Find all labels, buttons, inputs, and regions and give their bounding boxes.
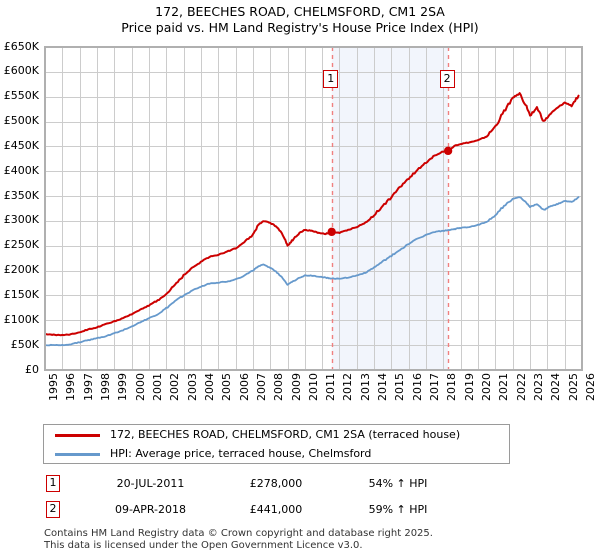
x-axis-tick-label: 2002: [168, 373, 182, 401]
x-axis-tick-label: 2009: [289, 373, 303, 401]
y-axis-tick-label: £150K: [3, 287, 39, 301]
x-axis-tick-label: 1999: [116, 373, 130, 401]
x-axis-tick-label: 2012: [341, 373, 355, 401]
y-axis-tick-label: £0: [25, 362, 39, 376]
y-axis-tick-label: £600K: [3, 64, 39, 78]
transaction-price: £441,000: [249, 503, 303, 516]
footer-attribution: Contains HM Land Registry data © Crown c…: [44, 528, 564, 552]
x-axis-tick-label: 2020: [480, 373, 494, 401]
legend-item-hpi: HPI: Average price, terraced house, Chel…: [44, 444, 509, 464]
x-axis-tick-label: 2006: [237, 373, 251, 401]
series-line-hpi: [45, 196, 580, 347]
table-row[interactable]: 2 09-APR-2018 £441,000 59% ↑ HPI: [43, 498, 513, 524]
y-axis-tick-label: £50K: [10, 337, 39, 351]
highlight-band: [331, 47, 449, 370]
y-axis-tick-label: £250K: [3, 238, 39, 252]
x-axis-tick-label: 2004: [202, 373, 216, 401]
y-axis-tick-label: £300K: [3, 213, 39, 227]
x-axis-tick-label: 1995: [47, 373, 60, 401]
x-axis-tick-label: 1997: [81, 373, 95, 401]
x-axis-tick-label: 2014: [376, 373, 390, 401]
x-axis-tick-label: 2025: [566, 373, 580, 401]
chart-event-marker-badge[interactable]: 1: [323, 70, 339, 88]
page-title-subtitle: Price paid vs. HM Land Registry's House …: [121, 20, 479, 35]
table-row[interactable]: 1 20-JUL-2011 £278,000 54% ↑ HPI: [43, 472, 513, 498]
y-axis-tick-label: £450K: [3, 138, 39, 152]
legend-color-swatch-price-paid: [55, 434, 100, 437]
x-axis-tick-label: 2015: [393, 373, 407, 401]
y-axis-tick-label: £100K: [3, 312, 39, 326]
transaction-hpi-delta: 54% ↑ HPI: [368, 477, 428, 490]
x-axis-tick-label: 2021: [497, 373, 511, 401]
x-axis-tick-label: 2022: [514, 373, 528, 401]
transaction-price: £278,000: [249, 477, 303, 490]
x-axis-tick-label: 2026: [584, 373, 597, 401]
legend-item-price-paid: 172, BEECHES ROAD, CHELMSFORD, CM1 2SA (…: [44, 425, 509, 445]
y-axis-tick-label: £400K: [3, 163, 39, 177]
legend-color-swatch-hpi: [55, 453, 100, 456]
x-axis-tick-label: 2008: [272, 373, 286, 401]
transaction-date: 09-APR-2018: [114, 503, 187, 516]
x-axis-tick-label: 2013: [358, 373, 372, 401]
y-axis-tick-label: £350K: [3, 188, 39, 202]
transactions-table: 1 20-JUL-2011 £278,000 54% ↑ HPI 2 09-AP…: [43, 472, 513, 524]
footer-licence-line: This data is licensed under the Open Gov…: [44, 540, 363, 551]
x-axis-tick-label: 2000: [133, 373, 147, 401]
y-axis-tick-label: £500K: [3, 114, 39, 128]
sale-point-marker: [443, 146, 453, 156]
legend-label-hpi: HPI: Average price, terraced house, Chel…: [110, 447, 372, 460]
transaction-index-badge: 1: [46, 475, 60, 492]
x-axis-tick-label: 2011: [324, 373, 338, 401]
x-axis-tick-label: 2010: [306, 373, 320, 401]
footer-copyright-line: Contains HM Land Registry data © Crown c…: [44, 528, 433, 539]
sale-point-marker: [327, 227, 336, 237]
y-axis-tick-label: £650K: [3, 39, 39, 53]
plot-frame: [45, 47, 582, 370]
x-axis-tick-label: 2017: [428, 373, 442, 401]
page-title-address: 172, BEECHES ROAD, CHELMSFORD, CM1 2SA: [155, 4, 445, 19]
transaction-index-badge: 2: [46, 501, 60, 518]
y-axis-tick-label: £200K: [3, 263, 39, 277]
chart-plot-area[interactable]: [44, 46, 583, 371]
y-axis-labels: £0 £50K £100K £150K £200K £250K £300K £350K £400…: [0, 41, 42, 375]
x-axis-tick-label: 2018: [445, 373, 459, 401]
legend-label-price-paid: 172, BEECHES ROAD, CHELMSFORD, CM1 2SA (…: [110, 428, 461, 441]
x-axis-tick-label: 2019: [462, 373, 476, 401]
x-axis-tick-label: 1996: [64, 373, 78, 401]
x-axis-tick-label: 2005: [220, 373, 234, 401]
chart-legend: 172, BEECHES ROAD, CHELMSFORD, CM1 2SA (…: [43, 424, 510, 464]
x-axis-labels: 1995 1996 1997 1998 1999 2000 2001 2002 2003 2004…: [44, 373, 597, 417]
transaction-date: 20-JUL-2011: [116, 477, 185, 490]
x-axis-tick-label: 1998: [98, 373, 112, 401]
y-axis-tick-label: £550K: [3, 89, 39, 103]
series-line-price-paid: [45, 92, 580, 337]
x-axis-tick-label: 2016: [410, 373, 424, 401]
chart-event-marker-badge[interactable]: 2: [439, 70, 455, 88]
x-axis-tick-label: 2007: [254, 373, 268, 401]
page-title: 172, BEECHES ROAD, CHELMSFORD, CM1 2SA P…: [0, 4, 600, 36]
x-axis-tick-label: 2003: [185, 373, 199, 401]
chart-svg: [45, 47, 582, 370]
x-axis-tick-label: 2001: [150, 373, 164, 401]
x-axis-tick-label: 2024: [549, 373, 563, 401]
x-axis-tick-label: 2023: [532, 373, 546, 401]
transaction-hpi-delta: 59% ↑ HPI: [368, 503, 428, 516]
